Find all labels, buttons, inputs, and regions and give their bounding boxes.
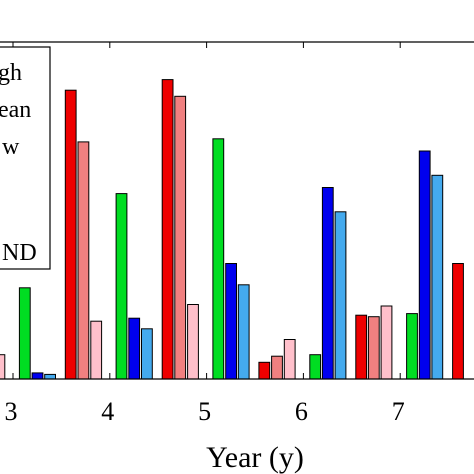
x-tick-label-4: 4 <box>101 397 114 426</box>
bar-year7-series3 <box>380 305 393 380</box>
bar-year5-series2 <box>174 95 187 380</box>
bar-year8-series1 <box>452 263 464 380</box>
bar-year4-series7 <box>141 328 153 380</box>
bar-year6-series7 <box>334 211 347 380</box>
x-tick-label-6: 6 <box>295 397 308 426</box>
x-tick-label-3: 3 <box>5 397 18 426</box>
bars-layer <box>0 79 464 380</box>
x-tick-label-5: 5 <box>198 397 211 426</box>
axes-layer <box>0 41 474 380</box>
bar-year4-series3 <box>90 320 103 380</box>
bar-year5-series1 <box>161 79 174 380</box>
bar-year5-series3 <box>187 304 199 380</box>
bar-year5-series7 <box>237 284 250 380</box>
bar-year6-series2 <box>271 355 283 380</box>
bar-year5-series6 <box>225 263 237 380</box>
x-axis-title: Year (y) <box>206 441 304 474</box>
bar-year5-series5 <box>212 138 225 380</box>
legend-entry-4: ND <box>2 240 37 266</box>
bar-year7-series5 <box>406 313 418 380</box>
bar-year3-series5 <box>18 287 31 380</box>
bar-year3-series6 <box>31 372 44 380</box>
bar-year7-series6 <box>418 150 431 380</box>
bar-year6-series3 <box>283 339 296 380</box>
legend-box <box>0 46 51 270</box>
legend-entry-3: w <box>2 134 20 160</box>
bar-year3-series7 <box>44 373 57 380</box>
legend: gh ean w ND <box>0 46 51 270</box>
bar-year6-series1 <box>258 361 271 380</box>
bar-year6-series5 <box>309 354 322 380</box>
bar-year4-series6 <box>128 317 141 380</box>
x-tick-labels: 3 4 5 6 7 <box>5 397 405 426</box>
legend-entry-1: gh <box>0 60 22 86</box>
bar-year7-series2 <box>367 316 380 380</box>
bar-year4-series2 <box>77 141 90 380</box>
bar-year6-series6 <box>321 187 334 380</box>
legend-entry-2: ean <box>0 97 31 123</box>
bar-year7-series1 <box>355 314 368 380</box>
bar-year7-series7 <box>431 174 444 380</box>
bar-year4-series1 <box>64 89 77 380</box>
x-tick-label-7: 7 <box>392 397 405 426</box>
bar-year4-series5 <box>115 193 128 380</box>
bar-year3-series3 <box>0 354 6 380</box>
